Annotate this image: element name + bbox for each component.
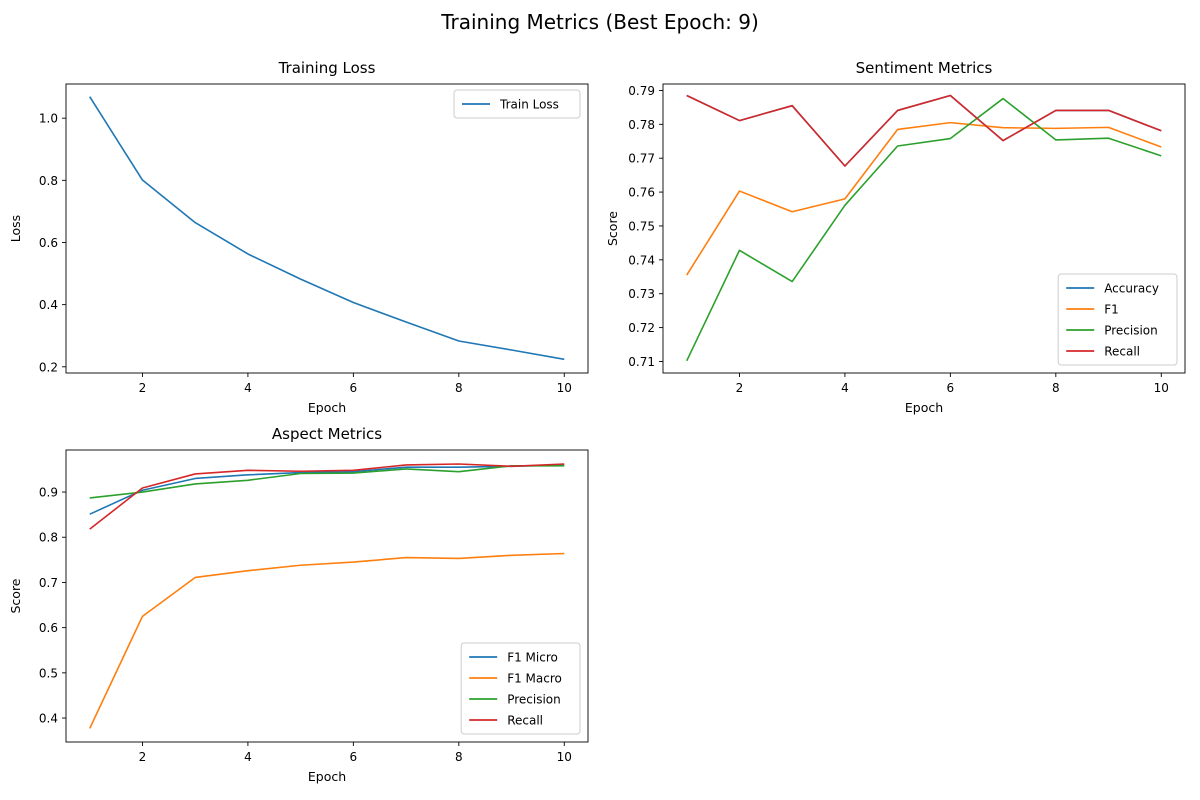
loss-ytick-label: 0.4 <box>39 298 58 312</box>
sentiment-ytick-label: 0.78 <box>628 118 655 132</box>
aspect-ylabel: Score <box>8 578 23 613</box>
loss-series-train-loss <box>89 96 565 361</box>
sentiment-xtick-label: 4 <box>841 381 849 395</box>
aspect-xtick-label: 10 <box>557 750 572 764</box>
aspect-series-recall <box>89 463 565 530</box>
sentiment-xtick-label: 8 <box>1052 381 1060 395</box>
loss-xtick-label: 2 <box>139 381 147 395</box>
loss-ytick-label: 0.6 <box>39 236 58 250</box>
aspect-legend-label: Precision <box>507 693 561 707</box>
loss-ytick-label: 0.2 <box>39 360 58 374</box>
sentiment-xtick-label: 6 <box>947 381 955 395</box>
aspect-ytick-label: 0.8 <box>39 531 58 545</box>
aspect-legend-label: F1 Micro <box>507 651 558 665</box>
aspect-legend-label: F1 Macro <box>507 672 562 686</box>
aspect-xtick-label: 4 <box>244 750 252 764</box>
figure-title: Training Metrics (Best Epoch: 9) <box>441 10 759 34</box>
sentiment-series-f1 <box>686 121 1162 276</box>
aspect-chart: Aspect Metrics 2 4 6 8 10 0.4 0.5 0.6 0.7 0.8 0.9 Ep… <box>8 425 589 784</box>
sentiment-series-accuracy <box>686 94 1162 167</box>
aspect-ytick-label: 0.7 <box>39 576 58 590</box>
sentiment-ytick-label: 0.71 <box>628 355 655 369</box>
aspect-legend-label: Recall <box>507 714 543 728</box>
loss-title: Training Loss <box>278 59 376 77</box>
loss-xtick-label: 6 <box>350 381 358 395</box>
aspect-series-f1-micro <box>89 464 565 515</box>
loss-chart: Training Loss 2 4 6 8 10 0.2 0.4 0.6 0.8 1.0 Epoch L… <box>8 59 589 415</box>
aspect-series-group <box>89 463 565 729</box>
sentiment-chart: Sentiment Metrics 2 4 6 8 10 0.71 0.72 0.73 0.74 0… <box>605 59 1186 415</box>
sentiment-axes-frame <box>662 83 1186 374</box>
sentiment-legend: Accuracy F1 Precision Recall <box>1057 273 1178 366</box>
aspect-title: Aspect Metrics <box>272 425 382 443</box>
sentiment-legend-label: Accuracy <box>1104 282 1159 296</box>
sentiment-series-recall <box>686 94 1162 167</box>
sentiment-legend-label: Precision <box>1104 324 1158 338</box>
sentiment-ylabel: Score <box>605 211 620 246</box>
sentiment-legend-label: F1 <box>1104 303 1119 317</box>
aspect-ytick-label: 0.5 <box>39 666 58 680</box>
sentiment-xtick-label: 10 <box>1154 381 1169 395</box>
sentiment-ytick-label: 0.73 <box>628 287 655 301</box>
loss-ylabel: Loss <box>8 215 23 242</box>
aspect-ytick-label: 0.6 <box>39 621 58 635</box>
sentiment-series-precision <box>686 97 1162 362</box>
sentiment-ytick-label: 0.75 <box>628 219 655 233</box>
loss-ytick-label: 1.0 <box>39 112 58 126</box>
loss-legend-label: Train Loss <box>499 98 559 112</box>
sentiment-xtick-label: 2 <box>736 381 744 395</box>
aspect-legend-box <box>460 642 581 735</box>
sentiment-ytick-label: 0.74 <box>628 253 655 267</box>
sentiment-ytick-label: 0.76 <box>628 186 655 200</box>
loss-ytick-label: 0.8 <box>39 174 58 188</box>
sentiment-legend-box <box>1057 273 1178 366</box>
loss-axes-frame <box>65 83 589 374</box>
loss-xtick-label: 8 <box>455 381 463 395</box>
loss-legend: Train Loss <box>453 89 581 119</box>
aspect-series-f1-macro <box>89 552 565 729</box>
aspect-legend: F1 Micro F1 Macro Precision Recall <box>460 642 581 735</box>
aspect-ytick-label: 0.4 <box>39 712 58 726</box>
sentiment-legend-label: Recall <box>1104 345 1140 359</box>
aspect-xtick-label: 6 <box>350 750 358 764</box>
sentiment-ytick-label: 0.79 <box>628 84 655 98</box>
loss-xlabel: Epoch <box>308 400 346 415</box>
sentiment-title: Sentiment Metrics <box>856 59 993 77</box>
aspect-ytick-label: 0.9 <box>39 486 58 500</box>
aspect-xtick-label: 8 <box>455 750 463 764</box>
loss-legend-box <box>453 89 581 119</box>
sentiment-ytick-label: 0.77 <box>628 152 655 166</box>
aspect-axes-frame <box>65 449 589 743</box>
sentiment-series-group <box>686 94 1162 362</box>
sentiment-xlabel: Epoch <box>905 400 943 415</box>
sentiment-ytick-label: 0.72 <box>628 321 655 335</box>
aspect-xlabel: Epoch <box>308 769 346 784</box>
aspect-xtick-label: 2 <box>139 750 147 764</box>
loss-series-group <box>89 96 565 361</box>
loss-xtick-label: 10 <box>557 381 572 395</box>
loss-xtick-label: 4 <box>244 381 252 395</box>
aspect-series-precision <box>89 465 565 499</box>
